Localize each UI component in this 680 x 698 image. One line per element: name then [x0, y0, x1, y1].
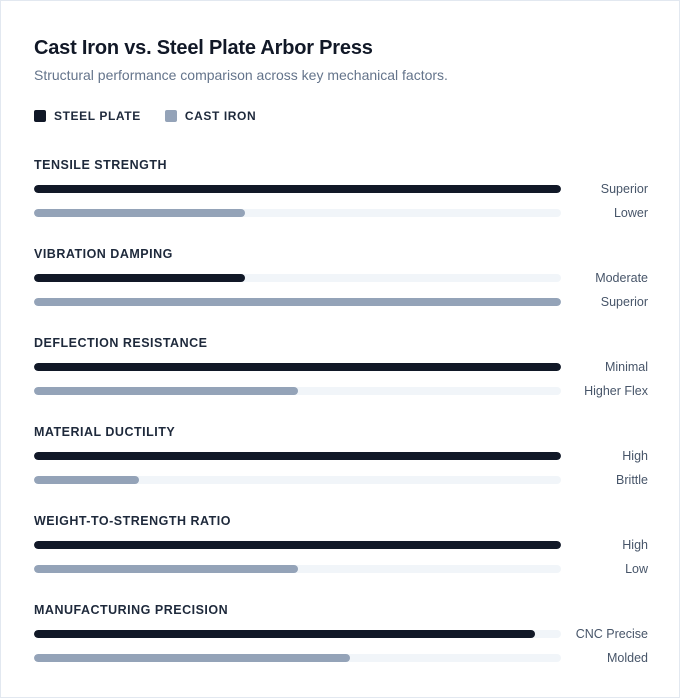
bar-value-label: Low [625, 562, 648, 576]
bar-value-label: High [622, 449, 648, 463]
bar-fill [34, 363, 561, 371]
bar-track [34, 476, 561, 484]
bar-fill [34, 541, 561, 549]
bar-track [34, 363, 561, 371]
legend-item-cast-iron: CAST IRON [164, 109, 257, 123]
metric-group: MATERIAL DUCTILITY High Brittle [34, 425, 648, 514]
bar-row: High [34, 537, 648, 553]
metric-label: TENSILE STRENGTH [34, 158, 168, 172]
metric-label: DEFLECTION RESISTANCE [34, 336, 208, 350]
bar-fill [34, 387, 298, 395]
bar-value-label: Superior [600, 182, 648, 196]
bar-track [34, 654, 561, 662]
bar-track [34, 387, 561, 395]
bar-row: Low [34, 561, 648, 577]
bar-value-label: Molded [607, 651, 648, 665]
legend-swatch-cast-iron [164, 110, 177, 122]
bar-value-label: Higher Flex [584, 384, 648, 398]
bar-fill [34, 476, 139, 484]
metric-group: MANUFACTURING PRECISION CNC Precise Molded [34, 603, 648, 692]
bar-fill [34, 185, 561, 193]
metric-group: VIBRATION DAMPING Moderate Superior [34, 247, 648, 336]
metric-label: MATERIAL DUCTILITY [34, 425, 176, 439]
legend-item-steel-plate: STEEL PLATE [34, 109, 141, 123]
bar-track [34, 541, 561, 549]
bar-value-label: Superior [600, 295, 648, 309]
bar-value-label: CNC Precise [575, 627, 648, 641]
bar-row: Minimal [34, 359, 648, 375]
bar-row: Moderate [34, 270, 648, 286]
metric-group: TENSILE STRENGTH Superior Lower [34, 158, 648, 247]
bar-fill [34, 654, 350, 662]
bar-track [34, 185, 561, 193]
metric-label: WEIGHT-TO-STRENGTH RATIO [34, 514, 231, 528]
legend-label-cast-iron: CAST IRON [184, 109, 257, 123]
bar-fill [34, 298, 561, 306]
bar-track [34, 274, 561, 282]
legend-swatch-steel-plate [34, 110, 46, 122]
bar-track [34, 452, 561, 460]
bar-fill [34, 274, 245, 282]
bar-fill [34, 630, 535, 638]
bar-value-label: High [622, 538, 648, 552]
bar-track [34, 630, 561, 638]
bar-value-label: Minimal [604, 360, 648, 374]
bar-value-label: Lower [613, 206, 648, 220]
legend-label-steel-plate: STEEL PLATE [54, 109, 141, 123]
bar-value-label: Brittle [616, 473, 648, 487]
bar-track [34, 298, 561, 306]
bar-fill [34, 209, 245, 217]
bar-track [34, 209, 561, 217]
bar-row: Superior [34, 294, 648, 310]
metric-list: TENSILE STRENGTH Superior Lower VIBRATION D… [34, 158, 648, 692]
legend: STEEL PLATE CAST IRON [34, 109, 280, 123]
metric-group: DEFLECTION RESISTANCE Minimal Higher Flex [34, 336, 648, 425]
metric-group: WEIGHT-TO-STRENGTH RATIO High Low [34, 514, 648, 603]
chart-title: Cast Iron vs. Steel Plate Arbor Press [34, 37, 373, 59]
bar-row: Molded [34, 650, 648, 666]
bar-track [34, 565, 561, 573]
bar-row: Superior [34, 181, 648, 197]
bar-row: Higher Flex [34, 383, 648, 399]
chart-subtitle: Structural performance comparison across… [34, 67, 448, 83]
bar-value-label: Moderate [595, 271, 648, 285]
bar-row: Brittle [34, 472, 648, 488]
bar-fill [34, 452, 561, 460]
bar-row: Lower [34, 205, 648, 221]
metric-label: VIBRATION DAMPING [34, 247, 173, 261]
bar-row: CNC Precise [34, 626, 648, 642]
bar-fill [34, 565, 298, 573]
metric-label: MANUFACTURING PRECISION [34, 603, 229, 617]
bar-row: High [34, 448, 648, 464]
